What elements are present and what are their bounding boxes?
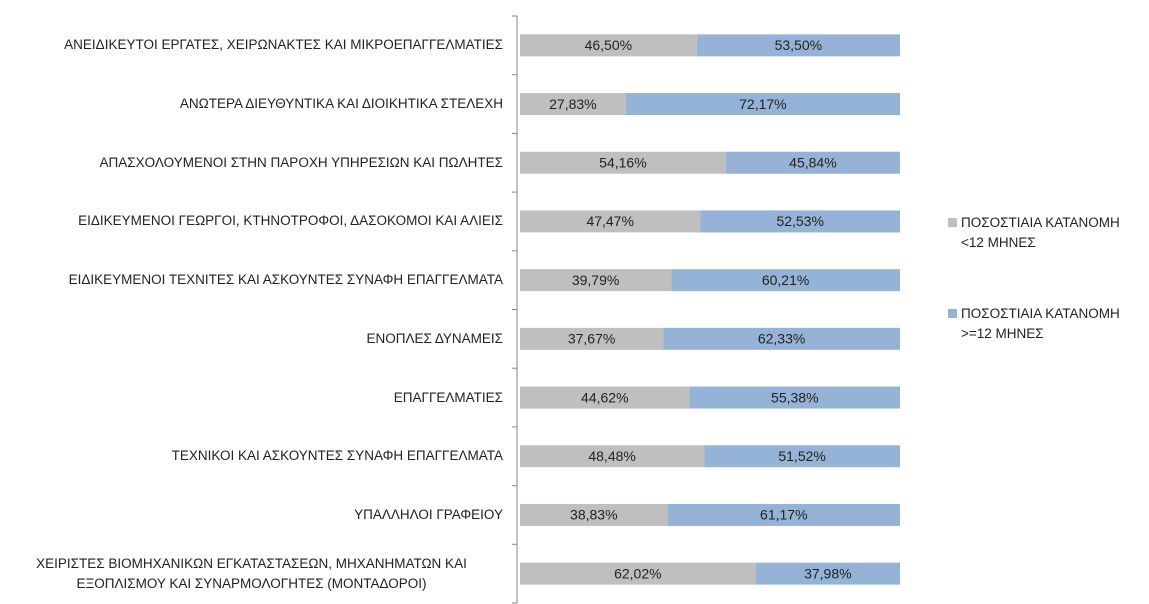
value-label: 53,50%	[775, 37, 822, 53]
bar-segment	[520, 34, 697, 57]
bar-segment	[520, 503, 668, 526]
value-label: 55,38%	[771, 389, 818, 405]
bar-segment	[755, 562, 900, 585]
value-label: 39,79%	[572, 272, 619, 288]
value-label: 72,17%	[739, 96, 786, 112]
bar-segment	[725, 151, 900, 174]
value-label: 45,84%	[789, 154, 836, 170]
value-label: 46,50%	[585, 37, 632, 53]
category-label: ΕΠΑΓΓΕΛΜΑΤΙΕΣ	[393, 389, 503, 405]
bar-segment	[520, 210, 701, 233]
value-label: 37,98%	[804, 565, 851, 581]
value-label: 61,17%	[760, 507, 807, 523]
legend-swatch	[948, 218, 957, 227]
category-label: ΑΝΩΤΕΡΑ ΔΙΕΥΘΥΝΤΙΚΑ ΚΑΙ ΔΙΟΙΚΗΤΙΚΑ ΣΤΕΛΕ…	[179, 96, 503, 112]
value-label: 38,83%	[570, 507, 617, 523]
bar-segment	[520, 327, 664, 350]
category-label: ΥΠΑΛΛΗΛΟΙ ΓΡΑΦΕΙΟΥ	[354, 506, 503, 522]
legend-label: ΠΟΣΟΣΤΙΑΙΑ ΚΑΤΑΝΟΜΗ <12 ΜΗΝΕΣ	[961, 215, 1120, 250]
value-label: 37,67%	[568, 331, 615, 347]
bar-segment	[671, 269, 900, 292]
bar-segment	[520, 562, 756, 585]
category-label: ΑΝΕΙΔΙΚΕΥΤΟΙ ΕΡΓΑΤΕΣ, ΧΕΙΡΩΝΑΚΤΕΣ ΚΑΙ ΜΙ…	[64, 37, 503, 53]
bar-segment	[667, 503, 900, 526]
legend-swatch	[948, 309, 957, 318]
category-label: ΤΕΧΝΙΚΟΙ ΚΑΙ ΑΣΚΟΥΝΤΕΣ ΣΥΝΑΦΗ ΕΠΑΓΓΕΛΜΑΤ…	[171, 448, 503, 464]
bar-segment	[700, 210, 900, 233]
legend-label: ΠΟΣΟΣΤΙΑΙΑ ΚΑΤΑΝΟΜΗ >=12 ΜΗΝΕΣ	[961, 306, 1120, 341]
bar-segment	[520, 269, 672, 292]
legend-item: ΠΟΣΟΣΤΙΑΙΑ ΚΑΤΑΝΟΜΗ <12 ΜΗΝΕΣ	[948, 213, 1148, 253]
category-label: ΕΝΟΠΛΕΣ ΔΥΝΑΜΕΙΣ	[366, 330, 504, 346]
category-label: ΕΙΔΙΚΕΥΜΕΝΟΙ ΤΕΧΝΙΤΕΣ ΚΑΙ ΑΣΚΟΥΝΤΕΣ ΣΥΝΑ…	[68, 272, 503, 288]
value-label: 62,33%	[758, 331, 805, 347]
legend-item: ΠΟΣΟΣΤΙΑΙΑ ΚΑΤΑΝΟΜΗ >=12 ΜΗΝΕΣ	[948, 304, 1148, 344]
bar-segment	[520, 445, 705, 468]
category-label: ΑΠΑΣΧΟΛΟΥΜΕΝΟΙ ΣΤΗΝ ΠΑΡΟΧΗ ΥΠΗΡΕΣΙΩΝ ΚΑΙ…	[99, 154, 503, 170]
value-label: 60,21%	[762, 272, 809, 288]
value-label: 44,62%	[581, 389, 628, 405]
category-label: ΧΕΙΡΙΣΤΕΣ ΒΙΟΜΗΧΑΝΙΚΩΝ ΕΓΚΑΤΑΣΤΑΣΕΩΝ, ΜΗ…	[36, 555, 467, 591]
value-label: 48,48%	[588, 448, 635, 464]
bar-segment	[520, 386, 690, 409]
category-label: ΕΙΔΙΚΕΥΜΕΝΟΙ ΓΕΩΡΓΟΙ, ΚΤΗΝΟΤΡΟΦΟΙ, ΔΑΣΟΚ…	[78, 213, 503, 229]
bar-segment	[520, 93, 626, 116]
value-label: 47,47%	[586, 213, 633, 229]
bar-segment	[704, 445, 900, 468]
value-label: 54,16%	[599, 154, 646, 170]
bar-segment	[663, 327, 900, 350]
value-label: 51,52%	[778, 448, 825, 464]
bar-segment	[520, 151, 726, 174]
value-label: 27,83%	[549, 96, 596, 112]
bar-segment	[689, 386, 900, 409]
bar-segment	[625, 93, 900, 116]
bar-segment	[696, 34, 900, 57]
value-label: 62,02%	[614, 565, 661, 581]
value-label: 52,53%	[776, 213, 823, 229]
